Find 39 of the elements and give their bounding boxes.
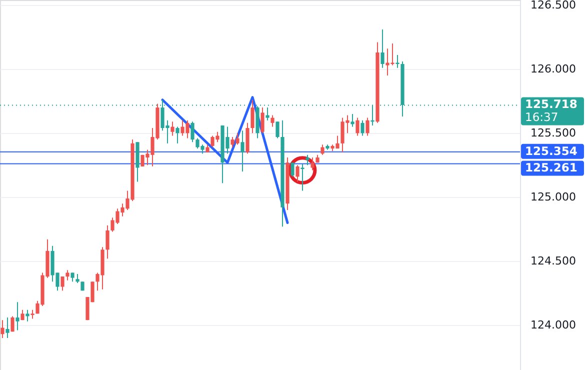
candlestick	[190, 121, 194, 143]
y-tick-label: 124.000	[530, 318, 576, 332]
candlestick	[176, 126, 180, 144]
candlestick	[300, 163, 304, 192]
y-tick-label: 124.500	[530, 254, 576, 268]
candlestick	[250, 99, 254, 134]
candlestick	[296, 164, 300, 182]
candlestick	[276, 121, 280, 139]
candlestick	[60, 276, 64, 292]
candlestick	[350, 113, 354, 128]
text: 16:37	[525, 110, 558, 124]
y-tick-label: 125.500	[530, 126, 576, 140]
y-tick-label: 125.000	[530, 190, 576, 204]
candlestick	[6, 317, 10, 338]
y-tick-label: 126.000	[530, 62, 576, 76]
candlestick	[356, 117, 360, 136]
candlestick	[26, 309, 30, 322]
candlestick	[310, 156, 314, 171]
ref-line-label: 125.354	[525, 144, 578, 158]
candlestick	[260, 107, 264, 134]
candlestick	[106, 224, 110, 260]
candlestick	[380, 28, 384, 68]
candlestick	[290, 162, 294, 178]
candlestick	[240, 130, 244, 172]
candlestick	[396, 54, 400, 68]
candlestick	[170, 121, 174, 136]
candlestick	[0, 320, 4, 338]
candlestick	[306, 154, 310, 166]
y-tick-label: 126.500	[530, 0, 576, 12]
candlestick	[366, 117, 370, 136]
candlestick	[360, 120, 364, 136]
candlestick	[16, 302, 20, 331]
candlestick	[66, 270, 70, 281]
candlestick	[10, 316, 14, 332]
candlestick	[320, 144, 324, 156]
ref-line-label: 125.261	[525, 160, 578, 175]
candlestick	[266, 107, 270, 121]
candlestick	[270, 114, 274, 128]
ref-line-label: 125.718	[525, 97, 578, 112]
